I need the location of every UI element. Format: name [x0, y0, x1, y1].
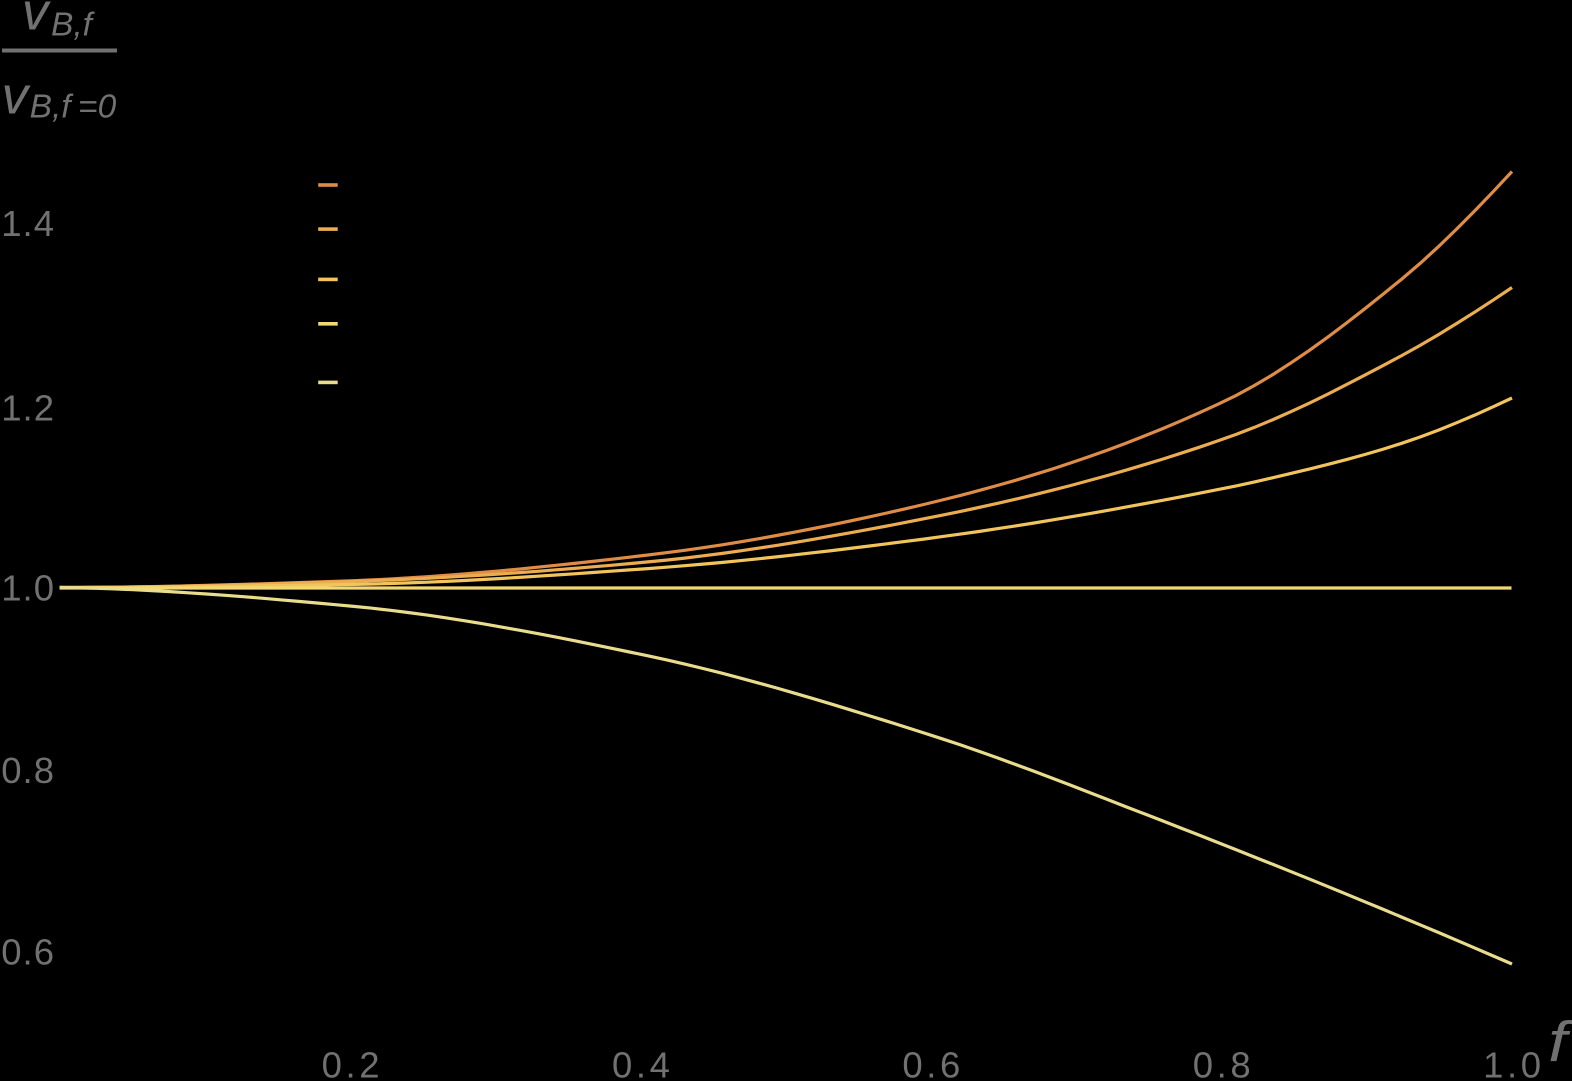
svg-text:B,f: B,f — [51, 7, 96, 44]
svg-text:0.8: 0.8 — [1, 750, 55, 791]
svg-text:v: v — [2, 66, 32, 125]
svg-text:1.2: 1.2 — [1, 388, 55, 429]
svg-text:B,f: B,f — [30, 89, 75, 126]
svg-text:0.2: 0.2 — [322, 1045, 384, 1081]
svg-text:v: v — [22, 0, 52, 42]
svg-text:1.4: 1.4 — [1, 203, 55, 244]
svg-text:f: f — [1548, 1011, 1572, 1074]
svg-text:0.6: 0.6 — [1, 932, 55, 973]
svg-text:1.0: 1.0 — [1483, 1045, 1545, 1081]
svg-text:0.6: 0.6 — [902, 1045, 964, 1081]
svg-text:=0: =0 — [78, 89, 117, 126]
svg-text:0.4: 0.4 — [612, 1045, 674, 1081]
svg-text:0.8: 0.8 — [1193, 1045, 1255, 1081]
svg-text:1.0: 1.0 — [1, 568, 55, 609]
